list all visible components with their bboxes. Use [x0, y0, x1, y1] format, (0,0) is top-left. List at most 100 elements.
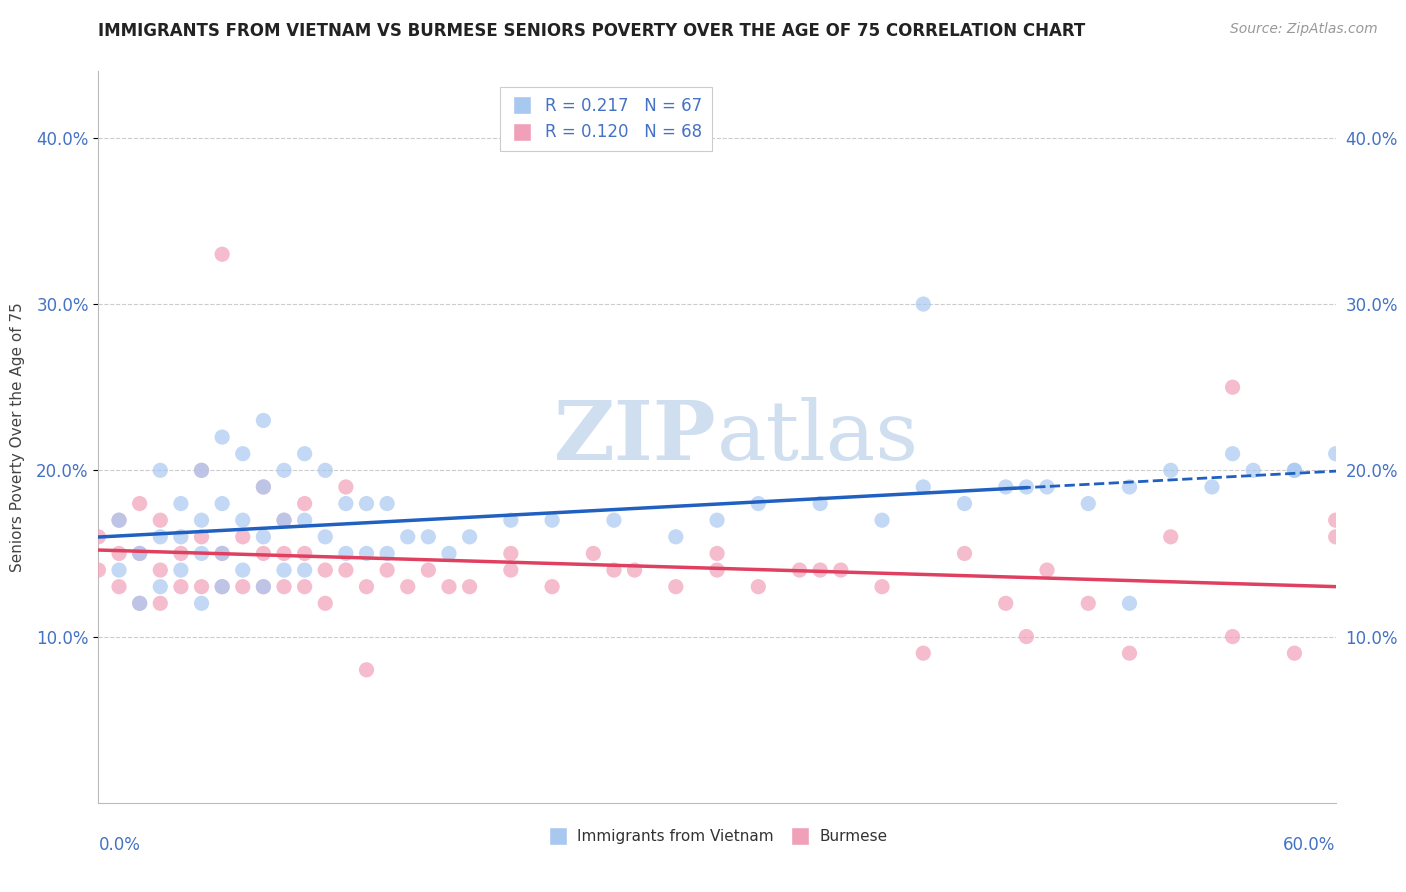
- Point: [870, 513, 893, 527]
- Point: [190, 463, 212, 477]
- Point: [541, 580, 564, 594]
- Point: [170, 530, 193, 544]
- Point: [149, 596, 172, 610]
- Point: [603, 513, 626, 527]
- Point: [912, 480, 935, 494]
- Point: [1324, 447, 1347, 461]
- Point: [375, 497, 398, 511]
- Point: [149, 463, 172, 477]
- Point: [128, 497, 150, 511]
- Point: [458, 530, 481, 544]
- Point: [128, 596, 150, 610]
- Point: [1118, 596, 1140, 610]
- Point: [87, 563, 110, 577]
- Point: [437, 580, 460, 594]
- Point: [232, 580, 254, 594]
- Point: [706, 563, 728, 577]
- Point: [273, 563, 295, 577]
- Point: [252, 530, 274, 544]
- Point: [356, 663, 378, 677]
- Point: [294, 546, 316, 560]
- Point: [1160, 463, 1182, 477]
- Point: [232, 563, 254, 577]
- Point: [108, 513, 131, 527]
- Point: [912, 646, 935, 660]
- Point: [108, 580, 131, 594]
- Point: [499, 513, 522, 527]
- Point: [252, 580, 274, 594]
- Point: [1241, 463, 1264, 477]
- Point: [252, 413, 274, 427]
- Point: [437, 546, 460, 560]
- Point: [108, 546, 131, 560]
- Point: [211, 430, 233, 444]
- Point: [232, 447, 254, 461]
- Point: [252, 580, 274, 594]
- Point: [108, 563, 131, 577]
- Point: [232, 530, 254, 544]
- Point: [190, 513, 212, 527]
- Point: [1036, 563, 1059, 577]
- Point: [314, 463, 336, 477]
- Point: [314, 563, 336, 577]
- Point: [128, 546, 150, 560]
- Point: [190, 463, 212, 477]
- Point: [335, 497, 357, 511]
- Point: [211, 497, 233, 511]
- Point: [706, 513, 728, 527]
- Point: [747, 497, 769, 511]
- Point: [190, 530, 212, 544]
- Point: [870, 580, 893, 594]
- Point: [149, 580, 172, 594]
- Point: [789, 563, 811, 577]
- Point: [1324, 513, 1347, 527]
- Point: [252, 546, 274, 560]
- Point: [211, 580, 233, 594]
- Text: ZIP: ZIP: [554, 397, 717, 477]
- Point: [273, 580, 295, 594]
- Point: [1201, 480, 1223, 494]
- Point: [149, 513, 172, 527]
- Point: [953, 546, 976, 560]
- Point: [1118, 646, 1140, 660]
- Point: [211, 247, 233, 261]
- Point: [211, 546, 233, 560]
- Point: [335, 563, 357, 577]
- Point: [1324, 530, 1347, 544]
- Point: [1222, 447, 1244, 461]
- Point: [149, 530, 172, 544]
- Point: [375, 546, 398, 560]
- Point: [499, 563, 522, 577]
- Point: [211, 546, 233, 560]
- Point: [808, 497, 831, 511]
- Point: [108, 513, 131, 527]
- Point: [273, 463, 295, 477]
- Point: [1015, 630, 1038, 644]
- Point: [1284, 646, 1306, 660]
- Point: [294, 580, 316, 594]
- Point: [190, 580, 212, 594]
- Point: [314, 530, 336, 544]
- Point: [294, 497, 316, 511]
- Point: [396, 580, 419, 594]
- Point: [149, 563, 172, 577]
- Point: [953, 497, 976, 511]
- Point: [623, 563, 645, 577]
- Point: [356, 546, 378, 560]
- Point: [356, 497, 378, 511]
- Point: [665, 580, 688, 594]
- Point: [1160, 530, 1182, 544]
- Text: 60.0%: 60.0%: [1284, 836, 1336, 854]
- Point: [128, 596, 150, 610]
- Legend: Immigrants from Vietnam, Burmese: Immigrants from Vietnam, Burmese: [540, 822, 894, 850]
- Point: [603, 563, 626, 577]
- Y-axis label: Seniors Poverty Over the Age of 75: Seniors Poverty Over the Age of 75: [10, 302, 25, 572]
- Point: [830, 563, 852, 577]
- Point: [273, 513, 295, 527]
- Point: [418, 563, 440, 577]
- Point: [294, 513, 316, 527]
- Point: [665, 530, 688, 544]
- Text: atlas: atlas: [717, 397, 920, 477]
- Text: IMMIGRANTS FROM VIETNAM VS BURMESE SENIORS POVERTY OVER THE AGE OF 75 CORRELATIO: IMMIGRANTS FROM VIETNAM VS BURMESE SENIO…: [98, 22, 1085, 40]
- Point: [1077, 596, 1099, 610]
